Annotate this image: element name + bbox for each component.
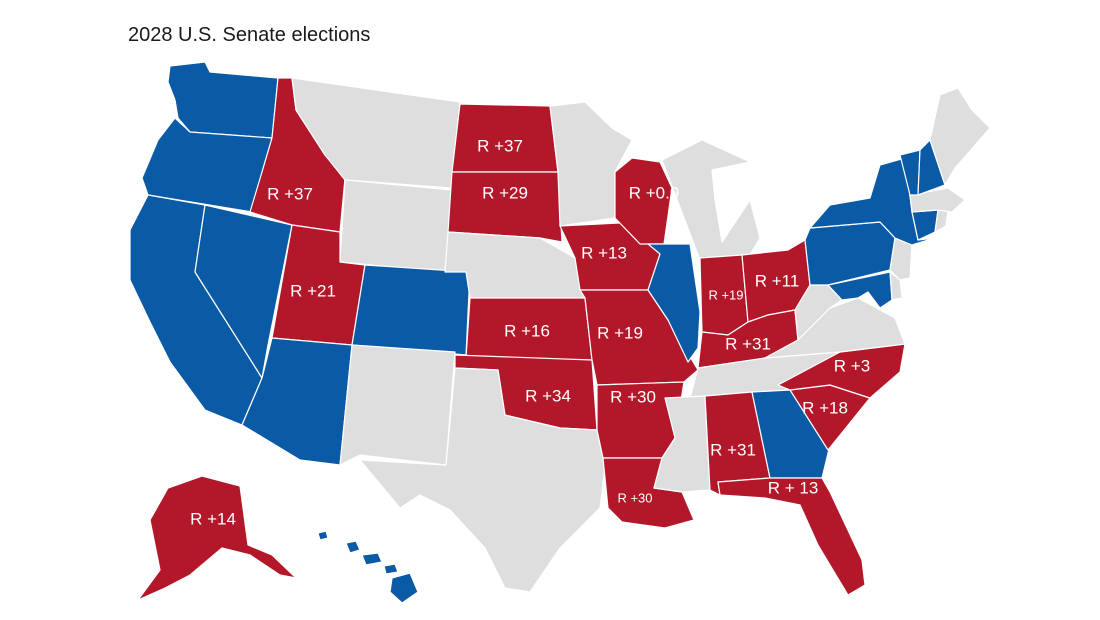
state-WI[interactable] bbox=[614, 157, 673, 245]
label-ND: R +37 bbox=[477, 136, 523, 155]
label-IN: R +19 bbox=[708, 287, 743, 302]
state-WY[interactable] bbox=[339, 179, 453, 273]
state-NV[interactable] bbox=[194, 204, 293, 379]
label-SC: R +18 bbox=[802, 398, 848, 417]
state-IL[interactable] bbox=[647, 243, 701, 363]
label-OK: R +34 bbox=[525, 386, 571, 405]
state-MA[interactable] bbox=[909, 187, 966, 213]
label-OH: R +11 bbox=[755, 271, 800, 290]
label-IA: R +13 bbox=[581, 243, 627, 262]
state-SD[interactable] bbox=[447, 171, 563, 243]
label-AL: R +31 bbox=[710, 440, 756, 459]
label-NC: R +3 bbox=[834, 356, 870, 375]
state-AK[interactable] bbox=[137, 475, 297, 601]
state-GA[interactable] bbox=[751, 389, 831, 479]
label-LA: R +30 bbox=[617, 490, 652, 505]
state-TX[interactable] bbox=[359, 367, 606, 593]
state-HI[interactable] bbox=[317, 530, 419, 604]
label-SD: R +29 bbox=[482, 183, 528, 202]
label-MO: R +19 bbox=[597, 323, 643, 342]
map-title: 2028 U.S. Senate elections bbox=[128, 24, 371, 46]
state-NM[interactable] bbox=[339, 344, 456, 466]
label-AR: R +30 bbox=[610, 387, 656, 406]
label-ID: R +37 bbox=[267, 184, 313, 203]
label-KS: R +16 bbox=[504, 321, 550, 340]
label-KY: R +31 bbox=[725, 334, 771, 353]
state-CO[interactable] bbox=[351, 264, 471, 356]
label-WI: R +0.9 bbox=[629, 183, 680, 202]
label-FL: R + 13 bbox=[768, 478, 819, 497]
state-RI[interactable] bbox=[934, 209, 949, 233]
label-AK: R +14 bbox=[190, 509, 236, 528]
state-FL[interactable] bbox=[717, 477, 866, 596]
state-ME[interactable] bbox=[929, 87, 991, 186]
label-UT: R +21 bbox=[290, 281, 336, 300]
